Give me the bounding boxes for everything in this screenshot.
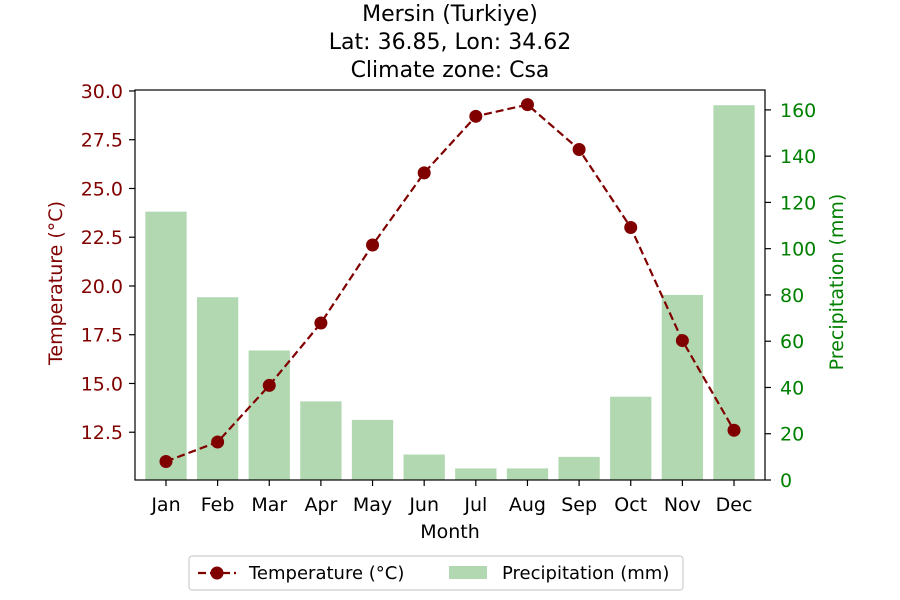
x-axis-label: Month	[420, 521, 480, 543]
temperature-point	[262, 378, 276, 392]
x-axis-tick-label: Mar	[251, 494, 287, 516]
x-axis-tick-label: Aug	[509, 494, 546, 516]
legend-temperature-label: Temperature (°C)	[248, 563, 404, 584]
chart-title-line: Lat: 36.85, Lon: 34.62	[329, 30, 571, 55]
legend-box	[188, 555, 684, 591]
right-axis-tick-label: 20	[780, 424, 804, 446]
left-y-axis-label: Temperature (°C)	[45, 201, 67, 366]
precipitation-bar	[610, 396, 652, 480]
legend-precipitation-swatch	[449, 566, 487, 579]
left-axis-tick-label: 15.0	[81, 373, 123, 395]
x-axis-tick-label: Apr	[304, 494, 337, 516]
precipitation-bar	[248, 350, 290, 480]
x-axis-tick-label: Jul	[463, 494, 487, 516]
right-y-axis-label: Precipitation (mm)	[826, 194, 848, 371]
precipitation-bar	[455, 468, 497, 480]
right-precipitation-axis: 0 20 40 60 80 100 120 140 160	[765, 100, 816, 492]
right-axis-tick-label: 100	[780, 239, 816, 261]
x-axis-tick-label: Oct	[614, 494, 647, 516]
temperature-point	[727, 423, 741, 437]
temperature-point	[469, 109, 483, 123]
left-axis-tick-label: 22.5	[81, 227, 123, 249]
precipitation-bar	[661, 294, 704, 480]
temperature-point	[520, 98, 534, 112]
chart-title-line: Climate zone: Csa	[351, 58, 550, 83]
left-axis-tick-label: 12.5	[81, 422, 123, 444]
x-axis-tick-label: Jun	[408, 494, 439, 516]
temperature-point	[314, 316, 328, 330]
temperature-point	[159, 454, 173, 468]
chart-title-line: Mersin (Turkiye)	[362, 2, 538, 27]
x-axis-tick-label: May	[353, 494, 392, 516]
chart-title: Mersin (Turkiye) Lat: 36.85, Lon: 34.62 Cl…	[329, 2, 571, 83]
precipitation-bar	[558, 456, 600, 480]
precipitation-bar	[713, 105, 755, 480]
x-axis-tick-label: Sep	[561, 494, 597, 516]
temperature-point	[211, 435, 225, 449]
temperature-point	[624, 220, 638, 234]
plot-frame	[134, 89, 766, 481]
temperature-point	[675, 334, 689, 348]
x-axis-tick-label: Nov	[664, 494, 701, 516]
temperature-point	[417, 166, 431, 180]
precipitation-bar	[300, 401, 342, 480]
x-axis-tick-label: Dec	[716, 494, 753, 516]
right-axis-tick-label: 0	[780, 470, 792, 492]
left-axis-tick-label: 30.0	[81, 81, 123, 103]
right-axis-tick-label: 140	[780, 146, 816, 168]
left-temperature-axis: 12.5 15.0 17.5 20.0 22.5 25.0 27.5 30.0	[81, 81, 135, 444]
precipitation-bars	[145, 105, 755, 480]
right-axis-tick-label: 120	[780, 192, 816, 214]
x-axis-tick-label: Feb	[201, 494, 235, 516]
left-axis-tick-label: 17.5	[81, 325, 123, 347]
legend-precipitation-label: Precipitation (mm)	[502, 563, 669, 584]
precipitation-bar	[403, 454, 445, 480]
precipitation-bar	[351, 419, 394, 480]
precipitation-bar	[196, 297, 239, 480]
right-axis-tick-label: 160	[780, 100, 816, 122]
temperature-point	[572, 142, 586, 156]
legend: Temperature (°C) Precipitation (mm)	[188, 555, 684, 591]
precipitation-bar	[145, 211, 187, 480]
legend-temperature-marker	[210, 566, 224, 580]
right-axis-tick-label: 80	[780, 285, 804, 307]
month-x-axis: Jan Feb Mar Apr May Jun Jul Aug Sep Oct Nov Dec	[150, 480, 752, 516]
temperature-point	[366, 238, 380, 252]
precipitation-bar	[506, 468, 549, 480]
right-axis-tick-label: 60	[780, 331, 804, 353]
right-axis-tick-label: 40	[780, 377, 804, 399]
left-axis-tick-label: 27.5	[81, 130, 123, 152]
x-axis-tick-label: Jan	[150, 494, 180, 516]
left-axis-tick-label: 25.0	[81, 178, 123, 200]
left-axis-tick-label: 20.0	[81, 276, 123, 298]
temperature-line-series	[159, 98, 741, 468]
temperature-line	[165, 103, 735, 463]
